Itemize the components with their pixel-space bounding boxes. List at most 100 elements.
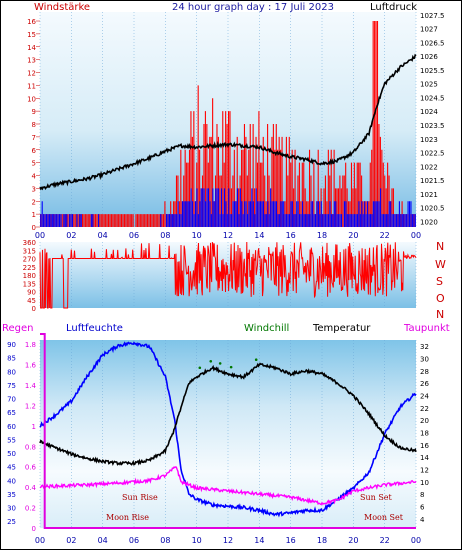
windchill-point (254, 358, 258, 362)
avg-wind-bar (354, 214, 356, 227)
avg-wind-bar (216, 188, 218, 227)
avg-wind-bar (203, 188, 205, 227)
x-tick-temp: 02 (66, 536, 76, 545)
avg-wind-bar (348, 214, 350, 227)
direction-letter-w: W (435, 258, 446, 271)
avg-wind-bar (176, 214, 178, 227)
gust-bar (217, 136, 219, 227)
gust-bar (210, 136, 212, 227)
y-tick-temp: 28 (420, 368, 429, 376)
avg-wind-bar (283, 201, 285, 227)
y-tick-humidity: 45 (7, 464, 16, 472)
avg-wind-bar (380, 188, 382, 227)
gust-bar (323, 188, 325, 227)
gust-bar (84, 214, 86, 227)
y-tick-humidity: 85 (7, 355, 16, 363)
gust-bar (125, 214, 127, 227)
y-tick-pressure: 1025 (420, 81, 438, 89)
avg-wind-bar (290, 201, 292, 227)
avg-wind-bar (79, 214, 81, 227)
avg-wind-bar (333, 201, 335, 227)
y-tick-pressure: 1025.5 (420, 67, 445, 75)
avg-wind-bar (268, 214, 270, 227)
gust-bar (123, 214, 125, 227)
gust-bar (161, 214, 163, 227)
air-pressure-label: Luftdruck (370, 2, 417, 13)
avg-wind-bar (349, 214, 351, 227)
windchill-point (209, 359, 213, 363)
avg-wind-bar (325, 214, 327, 227)
x-tick-wind: 04 (98, 231, 108, 240)
avg-wind-bar (233, 201, 236, 227)
gust-bar (138, 214, 140, 227)
direction-letter-o: O (436, 292, 445, 305)
gust-bar (382, 162, 384, 227)
avg-wind-bar (387, 214, 389, 227)
x-tick-temp: 22 (380, 536, 390, 545)
avg-wind-bar (264, 214, 266, 227)
avg-wind-bar (60, 214, 62, 227)
gust-bar (154, 214, 156, 227)
gust-bar (369, 162, 371, 227)
gust-bar (128, 214, 130, 227)
avg-wind-bar (69, 214, 71, 227)
y-tick-wind: 9 (32, 108, 36, 116)
rain-line (40, 333, 416, 529)
y-tick-temp: 16 (420, 442, 429, 450)
avg-wind-bar (51, 214, 53, 227)
y-tick-direction: 180 (23, 272, 36, 280)
x-tick-wind: 12 (223, 231, 233, 240)
avg-wind-bar (394, 214, 396, 227)
x-tick-wind: 22 (380, 231, 390, 240)
gust-bar (193, 111, 195, 227)
avg-wind-bar (235, 201, 237, 227)
avg-wind-bar (368, 214, 370, 227)
avg-wind-bar (166, 214, 168, 227)
y-tick-wind: 13 (27, 57, 36, 65)
avg-wind-bar (390, 201, 392, 227)
gust-bar (371, 149, 373, 227)
avg-wind-bar (314, 214, 317, 227)
gust-bar (233, 149, 235, 227)
gust-bar (372, 21, 374, 227)
gust-bar (199, 149, 201, 227)
sun-rise-label: Sun Rise (122, 493, 158, 502)
avg-wind-bar (70, 214, 72, 227)
gust-bar (290, 162, 292, 227)
avg-wind-bar (293, 214, 295, 227)
y-tick-humidity: 40 (7, 477, 16, 485)
x-tick-temp: 20 (348, 536, 358, 545)
avg-wind-bar (294, 214, 296, 227)
avg-wind-bar (367, 201, 369, 227)
gust-bar (225, 111, 227, 227)
y-tick-wind: 5 (32, 160, 36, 168)
windchill-point (198, 366, 202, 370)
avg-wind-bar (307, 214, 309, 227)
avg-wind-bar (98, 214, 100, 227)
gust-bar (268, 175, 270, 227)
avg-wind-bar (316, 201, 318, 227)
avg-wind-bar (326, 214, 328, 227)
gust-bar (83, 214, 85, 227)
gust-bar (274, 149, 276, 227)
gust-bar (346, 188, 348, 227)
gust-bar (255, 136, 257, 227)
y-tick-humidity: 55 (7, 436, 16, 444)
y-tick-humidity: 35 (7, 491, 16, 499)
y-tick-temp: 12 (420, 466, 429, 474)
y-tick-direction: 45 (27, 297, 36, 305)
y-tick-wind: 2 (32, 198, 36, 206)
avg-wind-bar (236, 188, 238, 227)
gust-bar (230, 188, 232, 227)
gust-bar (152, 214, 154, 227)
y-tick-pressure: 1020 (420, 218, 438, 226)
gust-bar (107, 214, 110, 227)
x-tick-wind: 06 (129, 231, 139, 240)
gust-bar (288, 136, 290, 227)
gust-bar (280, 149, 282, 227)
gust-bar (339, 175, 341, 227)
gust-bar (391, 188, 393, 227)
temperature-label: Temperatur (312, 323, 371, 334)
y-tick-wind: 6 (32, 147, 37, 155)
avg-wind-bar (388, 201, 390, 227)
